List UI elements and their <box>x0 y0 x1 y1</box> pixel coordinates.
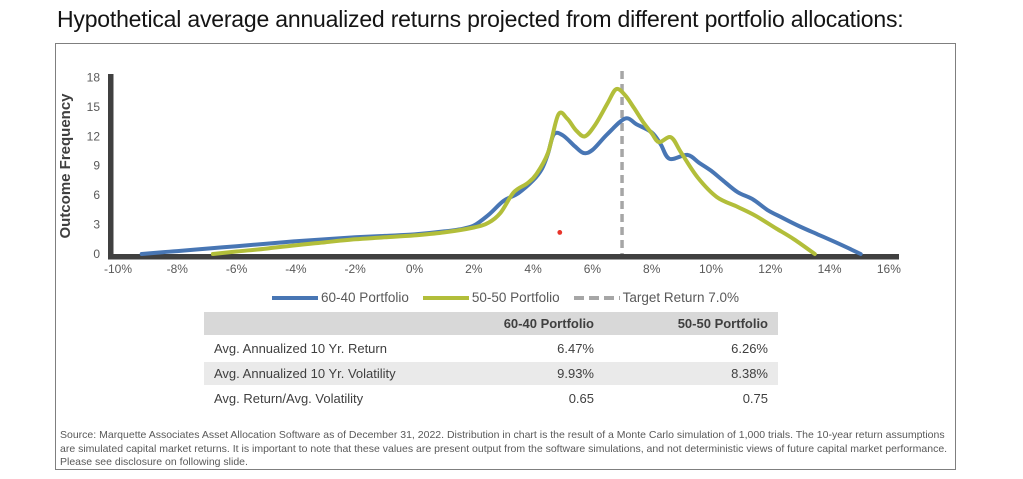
svg-text:12%: 12% <box>758 262 782 276</box>
target-return-dash-swatch <box>573 295 620 300</box>
row-label-volatility: Avg. Annualized 10 Yr. Volatility <box>214 366 396 381</box>
value-ratio-60-40: 0.65 <box>568 391 594 406</box>
svg-text:4%: 4% <box>524 262 542 276</box>
table-header-row: 60-40 Portfolio 50-50 Portfolio <box>204 312 778 336</box>
value-ratio-50-50: 0.75 <box>742 391 768 406</box>
legend-item-50-50: 50-50 Portfolio <box>422 290 560 305</box>
50-50-line-swatch <box>422 295 469 300</box>
svg-text:16%: 16% <box>877 262 901 276</box>
value-return-50-50: 6.26% <box>731 341 768 356</box>
table-header-empty <box>204 312 430 336</box>
legend-label-50-50: 50-50 Portfolio <box>471 290 560 305</box>
value-volatility-50-50: 8.38% <box>731 366 768 381</box>
60-40-line-swatch <box>272 295 319 300</box>
legend-item-target: Target Return 7.0% <box>573 290 739 305</box>
svg-text:-2%: -2% <box>345 262 367 276</box>
frequency-distribution-chart: 0 3 6 9 12 15 18 Outcome Frequency -10% -8% -6% -4%… <box>57 70 901 276</box>
row-label-ratio: Avg. Return/Avg. Volatility <box>214 391 364 406</box>
table-header-60-40: 60-40 Portfolio <box>503 316 594 331</box>
svg-text:6%: 6% <box>584 262 602 276</box>
svg-text:10%: 10% <box>699 262 723 276</box>
svg-text:6: 6 <box>93 188 100 202</box>
svg-text:2%: 2% <box>465 262 483 276</box>
svg-text:0%: 0% <box>406 262 424 276</box>
svg-text:0: 0 <box>93 247 100 261</box>
svg-text:12: 12 <box>87 129 101 143</box>
table-header-50-50: 50-50 Portfolio <box>677 316 768 331</box>
svg-text:-4%: -4% <box>285 262 307 276</box>
red-dot-marker <box>557 230 563 235</box>
svg-text:9: 9 <box>93 159 100 173</box>
value-return-60-40: 6.47% <box>557 341 594 356</box>
legend-label-60-40: 60-40 Portfolio <box>321 290 409 305</box>
table-row: Avg. Annualized 10 Yr. Return 6.47% 6.26… <box>204 336 778 361</box>
legend-label-target: Target Return 7.0% <box>622 290 739 305</box>
svg-text:-10%: -10% <box>104 262 132 276</box>
svg-text:-6%: -6% <box>226 262 248 276</box>
svg-text:14%: 14% <box>818 262 842 276</box>
svg-text:-8%: -8% <box>167 262 189 276</box>
chart-legend: 60-40 Portfolio 50-50 Portfolio Target R… <box>56 290 955 305</box>
legend-item-60-40: 60-40 Portfolio <box>272 290 409 305</box>
table-row: Avg. Annualized 10 Yr. Volatility 9.93% … <box>204 361 778 386</box>
svg-text:Outcome Frequency: Outcome Frequency <box>57 93 74 239</box>
chart-panel: 0 3 6 9 12 15 18 Outcome Frequency -10% -8% -6% -4%… <box>55 43 956 470</box>
svg-text:18: 18 <box>87 70 101 84</box>
row-label-return: Avg. Annualized 10 Yr. Return <box>214 341 387 356</box>
value-volatility-60-40: 9.93% <box>557 366 594 381</box>
page-title: Hypothetical average annualized returns … <box>57 6 904 32</box>
svg-text:15: 15 <box>87 100 101 114</box>
source-footnote: Source: Marquette Associates Asset Alloc… <box>60 429 948 469</box>
table-row: Avg. Return/Avg. Volatility 0.65 0.75 <box>204 386 778 411</box>
portfolio-stats-table: 60-40 Portfolio 50-50 Portfolio Avg. Ann… <box>204 312 778 412</box>
svg-text:3: 3 <box>93 218 100 232</box>
svg-text:8%: 8% <box>643 262 661 276</box>
